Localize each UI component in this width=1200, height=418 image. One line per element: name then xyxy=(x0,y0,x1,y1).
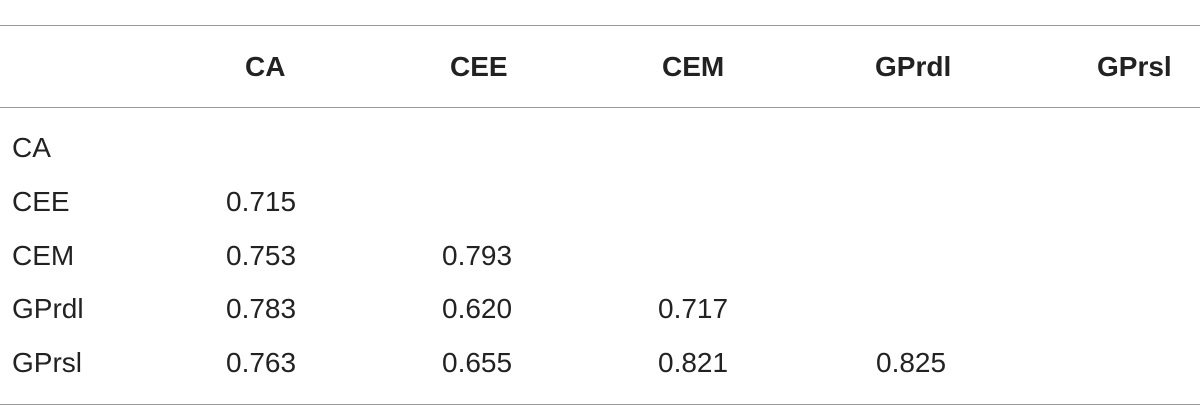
cell-value: 0.793 xyxy=(442,240,513,271)
cell-value: 0.753 xyxy=(226,240,297,271)
cell-value: 0.763 xyxy=(226,347,297,378)
column-header: CEM xyxy=(662,51,725,82)
column-header: GPrsl xyxy=(1097,51,1172,82)
header-rule xyxy=(0,107,1200,108)
column-header: CA xyxy=(245,51,286,82)
top-rule xyxy=(0,25,1200,26)
column-header: GPrdl xyxy=(875,51,952,82)
cell-value: 0.620 xyxy=(442,293,513,324)
row-label: GPrdl xyxy=(12,293,84,324)
cell-value: 0.821 xyxy=(658,347,729,378)
row-label: CEE xyxy=(12,186,70,217)
column-header: CEE xyxy=(450,51,508,82)
cell-value: 0.717 xyxy=(658,293,729,324)
row-label: GPrsl xyxy=(12,347,82,378)
cell-value: 0.783 xyxy=(226,293,297,324)
row-label: CA xyxy=(12,132,51,163)
bottom-rule xyxy=(0,404,1200,405)
cell-value: 0.655 xyxy=(442,347,513,378)
cell-value: 0.825 xyxy=(876,347,947,378)
cell-value: 0.715 xyxy=(226,186,297,217)
row-label: CEM xyxy=(12,240,75,271)
